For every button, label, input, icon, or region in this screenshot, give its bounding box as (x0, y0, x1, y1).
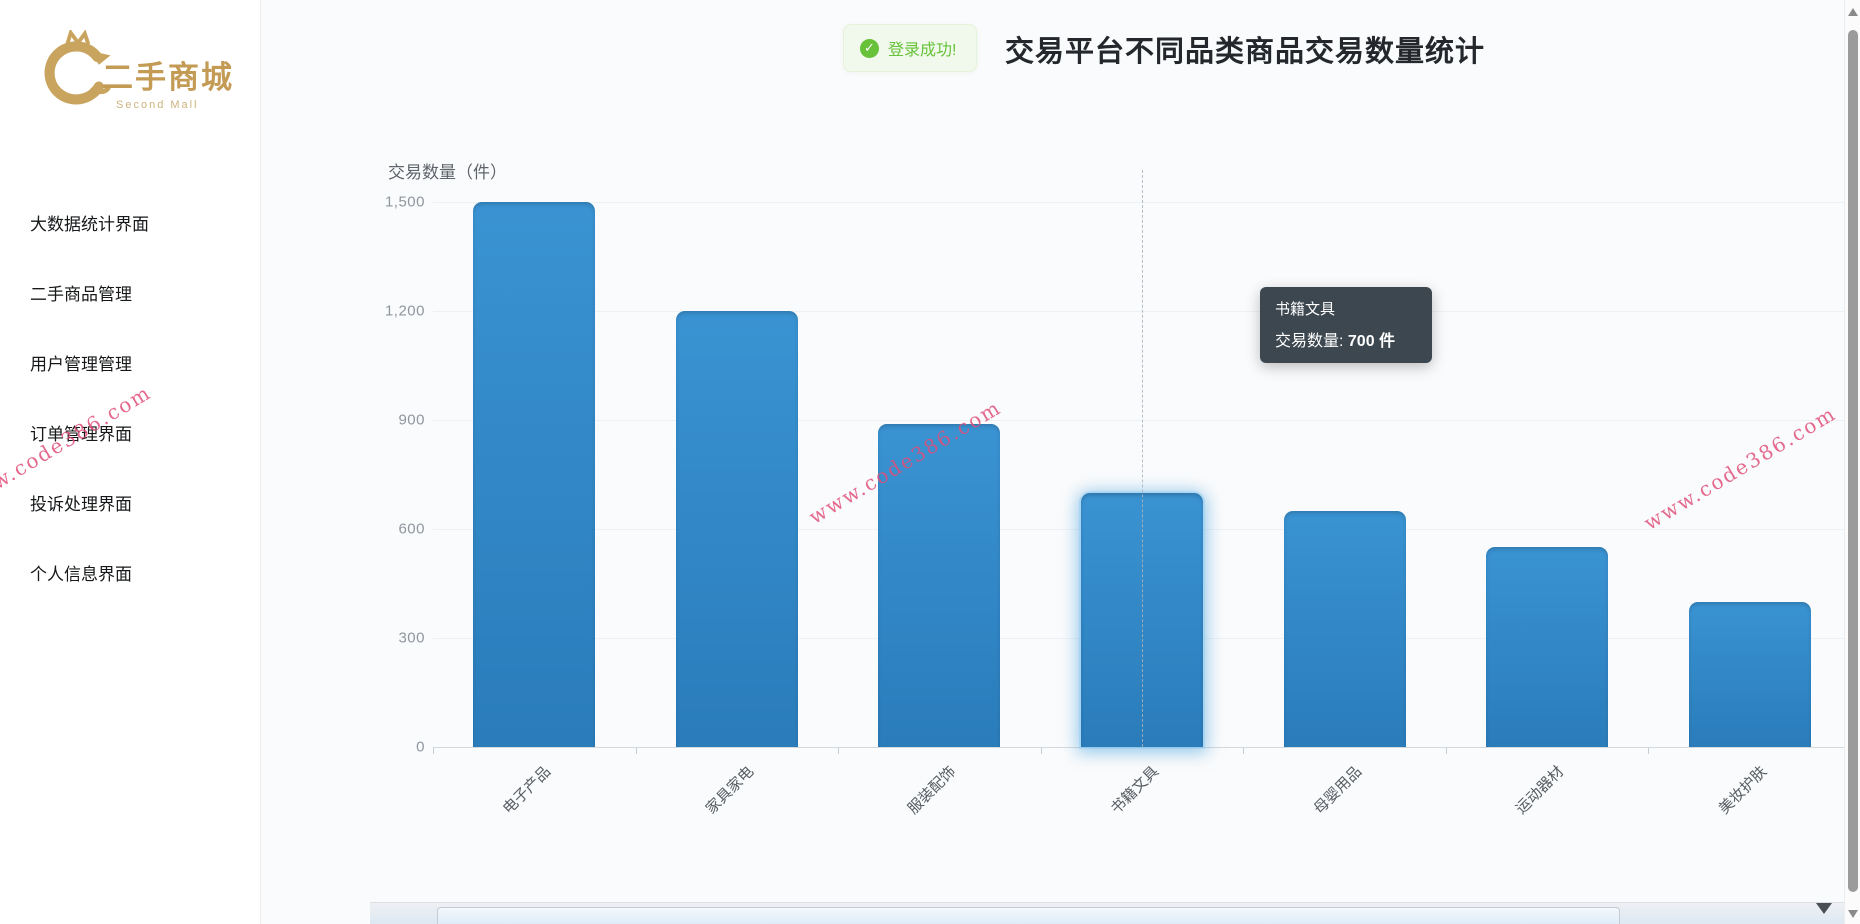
success-check-icon: ✓ (860, 38, 879, 58)
x-axis-tick (838, 748, 840, 754)
page-title: 交易平台不同品类商品交易数量统计 (1005, 36, 1486, 68)
chart-bar-运动器材[interactable] (1486, 547, 1609, 747)
scroll-down-arrow-icon[interactable] (1848, 910, 1858, 918)
chart-bar-母婴用品[interactable] (1283, 510, 1406, 747)
scroll-up-arrow-icon[interactable] (1848, 8, 1858, 16)
y-axis-tick-label: 0 (416, 738, 425, 756)
tooltip-category: 书籍文具 (1275, 301, 1336, 318)
x-axis-tick (433, 748, 434, 754)
down-arrow-icon[interactable] (1816, 903, 1832, 914)
next-panel-top-edge (437, 907, 1620, 924)
x-axis-label: 运动器材 (1512, 763, 1568, 818)
x-axis-label: 美妆护肤 (1715, 763, 1770, 818)
vertical-scrollbar[interactable] (1844, 0, 1860, 924)
x-axis-label: 家具家电 (702, 763, 758, 818)
chart-bar-美妆护肤[interactable] (1688, 601, 1811, 747)
brand-logo: 二手商城 Second Mall (38, 30, 234, 112)
x-axis-label: 电子产品 (499, 763, 555, 818)
sidebar-item-5[interactable]: 个人信息界面 (30, 564, 132, 584)
x-axis-tick (635, 748, 637, 754)
x-axis-tick (1040, 748, 1042, 754)
tooltip-label: 交易数量: (1275, 333, 1348, 350)
sidebar-item-1[interactable]: 二手商品管理 (30, 284, 132, 304)
x-axis-tick (1445, 748, 1447, 754)
x-axis-label: 书籍文具 (1107, 763, 1163, 818)
x-axis-line (433, 747, 1852, 748)
sidebar: 二手商城 Second Mall 大数据统计界面 二手商品管理 用户管理管理 订单管理… (0, 0, 261, 924)
scrollbar-thumb[interactable] (1848, 30, 1858, 892)
y-axis-tick-label: 1,200 (384, 302, 425, 320)
x-axis-tick (1243, 748, 1245, 754)
sidebar-item-2[interactable]: 用户管理管理 (30, 354, 132, 374)
brand-title: 二手商城 (102, 60, 234, 95)
sidebar-item-3[interactable]: 订单管理界面 (30, 424, 132, 444)
chart-bar-电子产品[interactable] (473, 202, 596, 747)
chart-tooltip: 书籍文具 交易数量: 700 件 (1260, 287, 1432, 363)
x-axis-label: 服装配饰 (905, 763, 960, 818)
x-axis-label: 母婴用品 (1310, 763, 1365, 818)
y-axis-title: 交易数量（件） (388, 163, 507, 182)
y-axis-tick-label: 300 (398, 629, 425, 647)
chart-bar-服装配饰[interactable] (878, 423, 1001, 747)
y-axis-tick-label: 1,500 (384, 193, 425, 211)
dragon-logo-icon (44, 30, 111, 105)
brand-subtitle: Second Mall (116, 99, 199, 111)
tooltip-value-line: 交易数量: 700 件 (1275, 327, 1417, 351)
toast-message: 登录成功! (888, 42, 957, 59)
sidebar-menu: 大数据统计界面 二手商品管理 用户管理管理 订单管理界面 投诉处理界面 个人信息界面 (0, 187, 260, 607)
y-axis-tick-label: 600 (398, 520, 425, 538)
x-axis-tick (1648, 748, 1650, 754)
chart-bar-家具家电[interactable] (675, 311, 798, 747)
axis-pointer-line (1142, 170, 1143, 747)
y-axis-tick-label: 900 (398, 411, 425, 429)
sidebar-item-4[interactable]: 投诉处理界面 (30, 494, 132, 514)
login-success-toast: ✓ 登录成功! (843, 24, 978, 72)
tooltip-value: 700 件 (1347, 333, 1396, 350)
sidebar-item-0[interactable]: 大数据统计界面 (30, 214, 149, 234)
